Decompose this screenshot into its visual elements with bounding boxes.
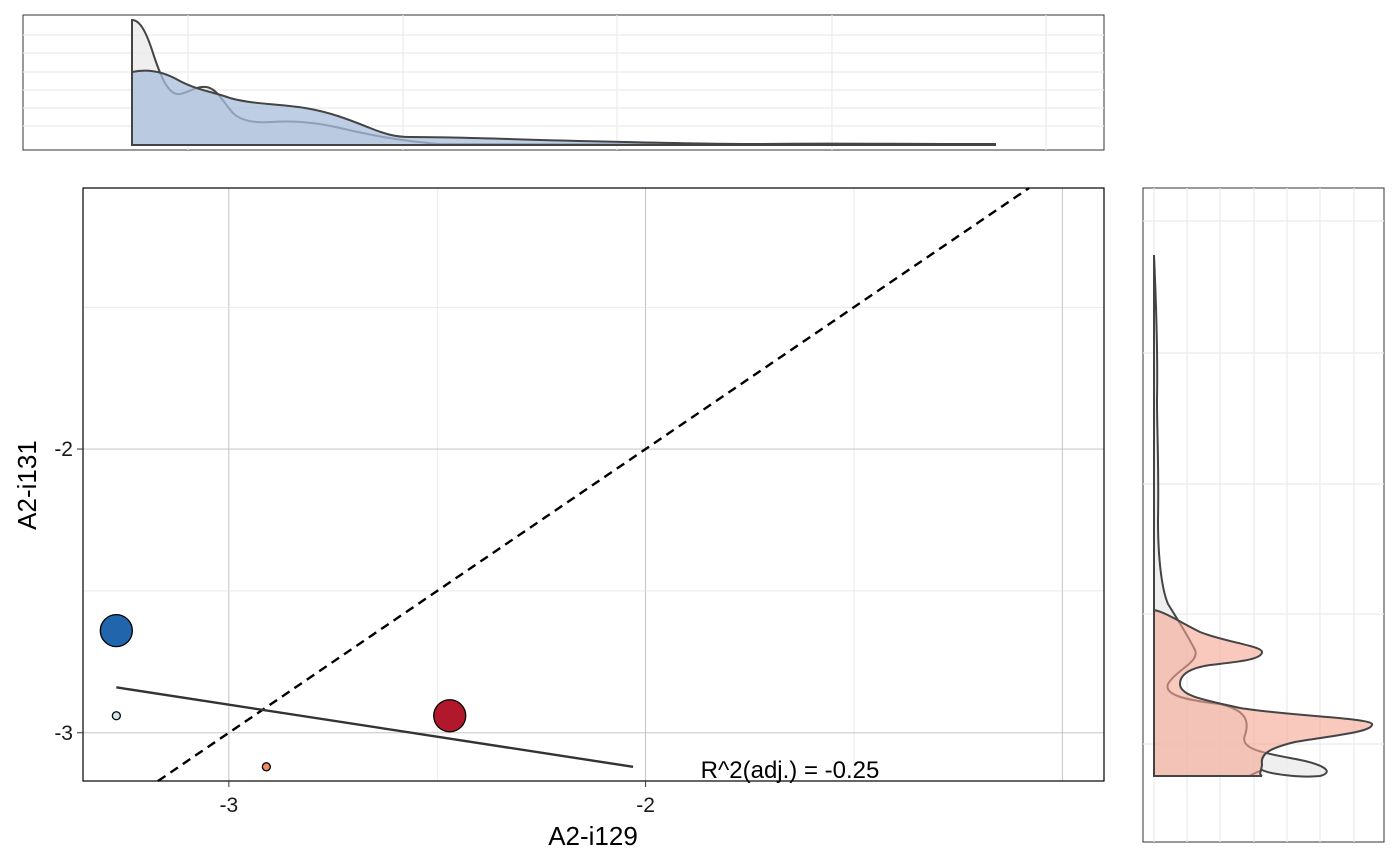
x-tick-label: -2 <box>636 794 655 817</box>
regression-line <box>116 686 634 768</box>
y-axis-title: A2-i131 <box>12 440 42 530</box>
data-points <box>99 613 467 772</box>
top-density-blue <box>131 69 996 146</box>
regression-line-layer <box>116 686 634 768</box>
right-marginal-panel <box>1142 187 1385 843</box>
top-marginal-panel <box>22 14 1105 151</box>
x-tick-label: -3 <box>220 794 239 817</box>
identity-line <box>157 187 1030 782</box>
identity-line-layer <box>157 187 1030 782</box>
x-axis-ticks: -3 -2 <box>220 781 655 817</box>
right-density-red <box>1153 608 1373 777</box>
y-axis-ticks: -2 -3 <box>54 438 83 745</box>
main-plot-panel: -3 -2 -2 -3 R^2(adj.) = -0.25 <box>54 187 1105 817</box>
x-axis-title: A2-i129 <box>548 821 638 851</box>
data-point <box>433 699 467 733</box>
data-point <box>99 613 133 648</box>
y-tick-label: -2 <box>54 438 73 461</box>
grid-lines <box>83 188 1104 781</box>
data-point <box>111 711 121 721</box>
y-tick-label: -3 <box>54 722 73 745</box>
r-squared-annotation: R^2(adj.) = -0.25 <box>701 757 880 784</box>
plot-border <box>82 187 1105 782</box>
data-point <box>261 762 272 772</box>
